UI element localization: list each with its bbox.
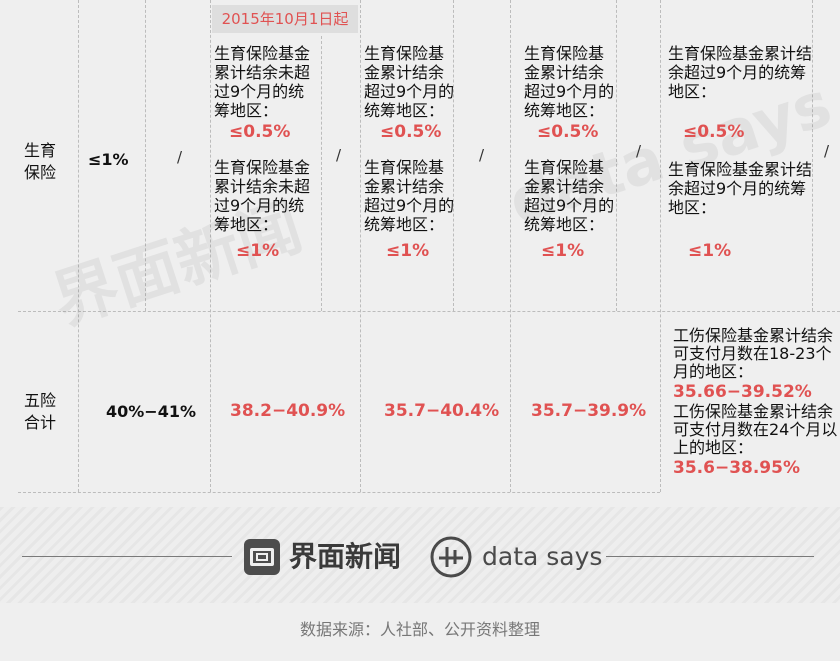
maternity-base-rate: ≤1% bbox=[88, 150, 129, 169]
text-line: 地区： bbox=[668, 198, 717, 217]
text-line: 累计结余未超 bbox=[214, 177, 311, 196]
total-col-d-cond2: 工伤保险基金累计结余 可支付月数在24个月以 上的地区： bbox=[673, 403, 837, 457]
na-mark: / bbox=[336, 146, 342, 164]
text-line: 金累计结余 bbox=[364, 177, 445, 196]
text-line: 统筹地区： bbox=[364, 215, 445, 234]
column-divider bbox=[812, 0, 813, 311]
na-mark: / bbox=[479, 146, 485, 164]
text-line: 生育保险基金累计结 bbox=[668, 160, 813, 179]
effective-date-tag: 2015年10月1日起 bbox=[212, 5, 358, 33]
text-line: 超过9个月的 bbox=[524, 82, 615, 101]
column-divider bbox=[145, 0, 146, 311]
text-line: 生育保险基金 bbox=[214, 158, 311, 177]
footer-rule-right bbox=[606, 556, 814, 557]
row-divider bbox=[18, 311, 840, 312]
text-line: 生育保险基金累计结 bbox=[668, 44, 813, 63]
text-line: 上的地区： bbox=[673, 438, 754, 457]
maternity-col-c-val2: ≤1% bbox=[541, 241, 585, 261]
maternity-col-a-val1: ≤0.5% bbox=[229, 122, 291, 142]
na-mark: / bbox=[177, 148, 183, 166]
text-line: 统筹地区： bbox=[524, 215, 605, 234]
text-line: 可支付月数在18-23个 bbox=[673, 344, 832, 363]
footer-rule-left bbox=[22, 556, 232, 557]
column-divider bbox=[360, 0, 361, 492]
maternity-col-b-val1: ≤0.5% bbox=[380, 122, 442, 142]
column-divider bbox=[453, 0, 454, 311]
text-line: 余超过9个月的统筹 bbox=[668, 63, 807, 82]
text-line: 地区： bbox=[668, 82, 717, 101]
text-line: 生育保险基 bbox=[364, 44, 445, 63]
column-divider bbox=[510, 0, 511, 492]
text-line: 超过9个月的 bbox=[364, 196, 455, 215]
total-base-rate: 40%−41% bbox=[106, 402, 196, 421]
maternity-col-a-cond2: 生育保险基金 累计结余未超 过9个月的统 筹地区： bbox=[214, 158, 310, 234]
text-line: 生育保险基 bbox=[524, 158, 605, 177]
maternity-col-d-val1: ≤0.5% bbox=[683, 122, 745, 142]
maternity-col-c-cond1: 生育保险基 金累计结余 超过9个月的 统筹地区： bbox=[524, 44, 614, 120]
total-col-a: 38.2−40.9% bbox=[230, 401, 346, 421]
data-says-logo-icon bbox=[430, 536, 472, 578]
column-divider bbox=[210, 0, 211, 492]
column-divider bbox=[321, 36, 322, 311]
text-line: 金累计结余 bbox=[524, 63, 605, 82]
column-divider bbox=[660, 0, 661, 492]
jiemian-logo-icon bbox=[244, 539, 280, 575]
maternity-col-a-cond1: 生育保险基金 累计结余未超 过9个月的统 筹地区： bbox=[214, 44, 310, 120]
total-col-d-cond1: 工伤保险基金累计结余 可支付月数在18-23个 月的地区： bbox=[673, 327, 833, 381]
row-name-total: 五险 合计 bbox=[24, 391, 57, 432]
total-col-d-val1: 35.66−39.52% bbox=[673, 382, 812, 402]
maternity-col-b-cond2: 生育保险基 金累计结余 超过9个月的 统筹地区： bbox=[364, 158, 454, 234]
total-col-b: 35.7−40.4% bbox=[384, 401, 500, 421]
text-line: 超过9个月的 bbox=[364, 82, 455, 101]
text-line: 统筹地区： bbox=[364, 101, 445, 120]
footer-band bbox=[0, 507, 840, 603]
text-line: 工伤保险基金累计结余 bbox=[673, 402, 834, 421]
maternity-col-d-cond2: 生育保险基金累计结 余超过9个月的统筹 地区： bbox=[668, 160, 812, 217]
total-col-d-val2: 35.6−38.95% bbox=[673, 458, 800, 478]
text-line: 金累计结余 bbox=[364, 63, 445, 82]
text-line: 可支付月数在24个月以 bbox=[673, 420, 838, 439]
text-line: 统筹地区： bbox=[524, 101, 605, 120]
maternity-col-c-val1: ≤0.5% bbox=[537, 122, 599, 142]
text-line: 超过9个月的 bbox=[524, 196, 615, 215]
column-divider bbox=[78, 0, 79, 492]
footer-brand: 界面新闻 bbox=[289, 540, 402, 573]
row-name-maternity: 生育 保险 bbox=[24, 141, 57, 182]
text-line: 累计结余未超 bbox=[214, 63, 311, 82]
maternity-col-c-cond2: 生育保险基 金累计结余 超过9个月的 统筹地区： bbox=[524, 158, 614, 234]
column-divider bbox=[616, 0, 617, 311]
footer-data-says: data says bbox=[482, 542, 603, 571]
na-mark: / bbox=[824, 142, 830, 160]
text-line: 金累计结余 bbox=[524, 177, 605, 196]
text-line: 工伤保险基金累计结余 bbox=[673, 326, 834, 345]
row-divider bbox=[18, 492, 660, 493]
rates-table: 界面新闻 data says 2015年10月1日起 生育 保险 ≤1% / 生… bbox=[18, 0, 840, 493]
maternity-col-b-cond1: 生育保险基 金累计结余 超过9个月的 统筹地区： bbox=[364, 44, 454, 120]
text-line: 生育保险基金 bbox=[214, 44, 311, 63]
text-line: 月的地区： bbox=[673, 362, 754, 381]
text-line: 筹地区： bbox=[214, 101, 279, 120]
data-source: 数据来源：人社部、公开资料整理 bbox=[299, 620, 540, 639]
text-line: 余超过9个月的统筹 bbox=[668, 179, 807, 198]
text-line: 生育保险基 bbox=[524, 44, 605, 63]
total-col-c: 35.7−39.9% bbox=[531, 401, 647, 421]
text-line: 生育保险基 bbox=[364, 158, 445, 177]
text-line: 筹地区： bbox=[214, 215, 279, 234]
maternity-col-d-val2: ≤1% bbox=[688, 241, 732, 261]
text-line: 过9个月的统 bbox=[214, 82, 305, 101]
text-line: 过9个月的统 bbox=[214, 196, 305, 215]
maternity-col-a-val2: ≤1% bbox=[236, 241, 280, 261]
na-mark: / bbox=[636, 142, 642, 160]
maternity-col-d-cond1: 生育保险基金累计结 余超过9个月的统筹 地区： bbox=[668, 44, 812, 101]
maternity-col-b-val2: ≤1% bbox=[386, 241, 430, 261]
